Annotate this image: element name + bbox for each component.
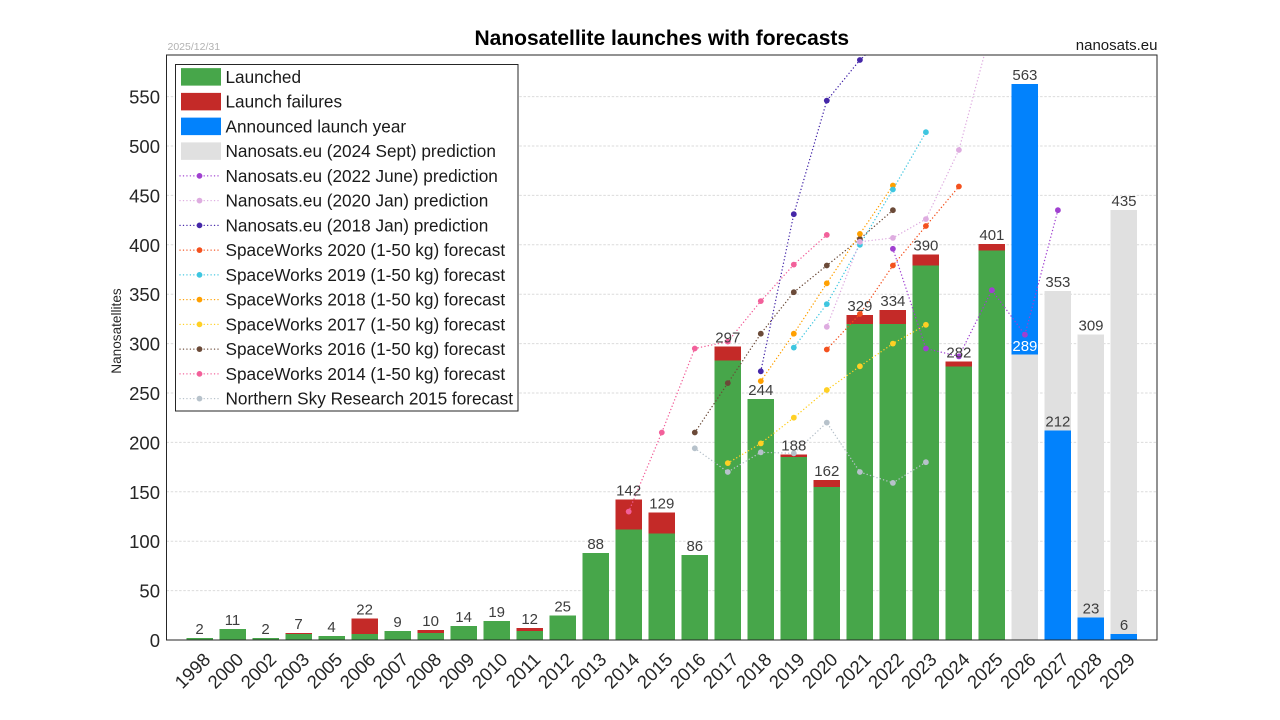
svg-text:200: 200 xyxy=(129,432,160,453)
svg-text:SpaceWorks 2016 (1-50 kg) fore: SpaceWorks 2016 (1-50 kg) forecast xyxy=(226,339,506,359)
svg-text:12: 12 xyxy=(521,611,538,628)
svg-text:Nanosats.eu (2022 June) predic: Nanosats.eu (2022 June) prediction xyxy=(226,166,498,186)
svg-text:Nanosatellite launches with fo: Nanosatellite launches with forecasts xyxy=(474,27,849,50)
svg-text:25: 25 xyxy=(554,598,571,615)
svg-text:Launched: Launched xyxy=(226,67,302,87)
svg-text:19: 19 xyxy=(488,604,505,621)
svg-text:Nanosatellites: Nanosatellites xyxy=(109,288,124,374)
svg-text:142: 142 xyxy=(616,483,641,500)
svg-text:309: 309 xyxy=(1078,318,1103,335)
svg-text:353: 353 xyxy=(1045,274,1070,291)
svg-text:SpaceWorks 2020 (1-50 kg) fore: SpaceWorks 2020 (1-50 kg) forecast xyxy=(226,240,506,260)
svg-text:129: 129 xyxy=(649,496,674,513)
svg-text:162: 162 xyxy=(814,463,839,480)
svg-text:390: 390 xyxy=(913,238,938,255)
svg-text:88: 88 xyxy=(587,536,604,553)
svg-text:0: 0 xyxy=(150,630,160,651)
svg-text:9: 9 xyxy=(393,614,401,631)
svg-text:563: 563 xyxy=(1012,67,1037,84)
svg-text:212: 212 xyxy=(1045,414,1070,431)
svg-text:2025/12/31: 2025/12/31 xyxy=(168,41,221,53)
svg-text:SpaceWorks 2017 (1-50 kg) fore: SpaceWorks 2017 (1-50 kg) forecast xyxy=(226,314,506,334)
svg-text:Northern Sky Research 2015 for: Northern Sky Research 2015 forecast xyxy=(226,389,514,409)
svg-text:400: 400 xyxy=(129,235,160,256)
svg-text:334: 334 xyxy=(880,293,905,310)
svg-text:188: 188 xyxy=(781,437,806,454)
svg-text:329: 329 xyxy=(847,298,872,315)
svg-text:23: 23 xyxy=(1083,600,1100,617)
svg-text:SpaceWorks 2019 (1-50 kg) fore: SpaceWorks 2019 (1-50 kg) forecast xyxy=(226,265,506,285)
svg-text:22: 22 xyxy=(356,601,373,618)
svg-text:Nanosats.eu (2020 Jan) predict: Nanosats.eu (2020 Jan) prediction xyxy=(226,191,489,211)
svg-text:50: 50 xyxy=(139,581,160,602)
svg-text:150: 150 xyxy=(129,482,160,503)
svg-text:500: 500 xyxy=(129,136,160,157)
svg-text:Nanosats.eu (2024 Sept) predic: Nanosats.eu (2024 Sept) prediction xyxy=(226,141,496,161)
svg-text:100: 100 xyxy=(129,531,160,552)
svg-text:401: 401 xyxy=(979,227,1004,244)
svg-text:14: 14 xyxy=(455,609,472,626)
svg-text:350: 350 xyxy=(129,284,160,305)
svg-text:Announced launch year: Announced launch year xyxy=(226,116,407,136)
svg-text:11: 11 xyxy=(225,612,241,629)
svg-text:300: 300 xyxy=(129,334,160,355)
svg-text:86: 86 xyxy=(686,538,703,555)
svg-text:282: 282 xyxy=(946,344,971,361)
svg-text:550: 550 xyxy=(129,87,160,108)
svg-text:450: 450 xyxy=(129,185,160,206)
svg-text:10: 10 xyxy=(422,613,439,630)
svg-text:6: 6 xyxy=(1120,617,1128,634)
svg-text:2: 2 xyxy=(261,621,269,638)
svg-text:Nanosats.eu (2018 Jan) predict: Nanosats.eu (2018 Jan) prediction xyxy=(226,215,489,235)
svg-text:nanosats.eu: nanosats.eu xyxy=(1076,37,1158,54)
svg-text:4: 4 xyxy=(327,619,335,636)
svg-text:Launch failures: Launch failures xyxy=(226,92,343,112)
svg-text:244: 244 xyxy=(748,382,773,399)
svg-text:SpaceWorks 2018 (1-50 kg) fore: SpaceWorks 2018 (1-50 kg) forecast xyxy=(226,290,506,310)
svg-text:7: 7 xyxy=(294,616,302,633)
svg-text:2: 2 xyxy=(195,621,203,638)
svg-text:435: 435 xyxy=(1111,193,1136,210)
svg-text:297: 297 xyxy=(715,330,740,347)
svg-text:SpaceWorks 2014 (1-50 kg) fore: SpaceWorks 2014 (1-50 kg) forecast xyxy=(226,364,506,384)
svg-text:289: 289 xyxy=(1012,338,1037,355)
svg-text:250: 250 xyxy=(129,383,160,404)
